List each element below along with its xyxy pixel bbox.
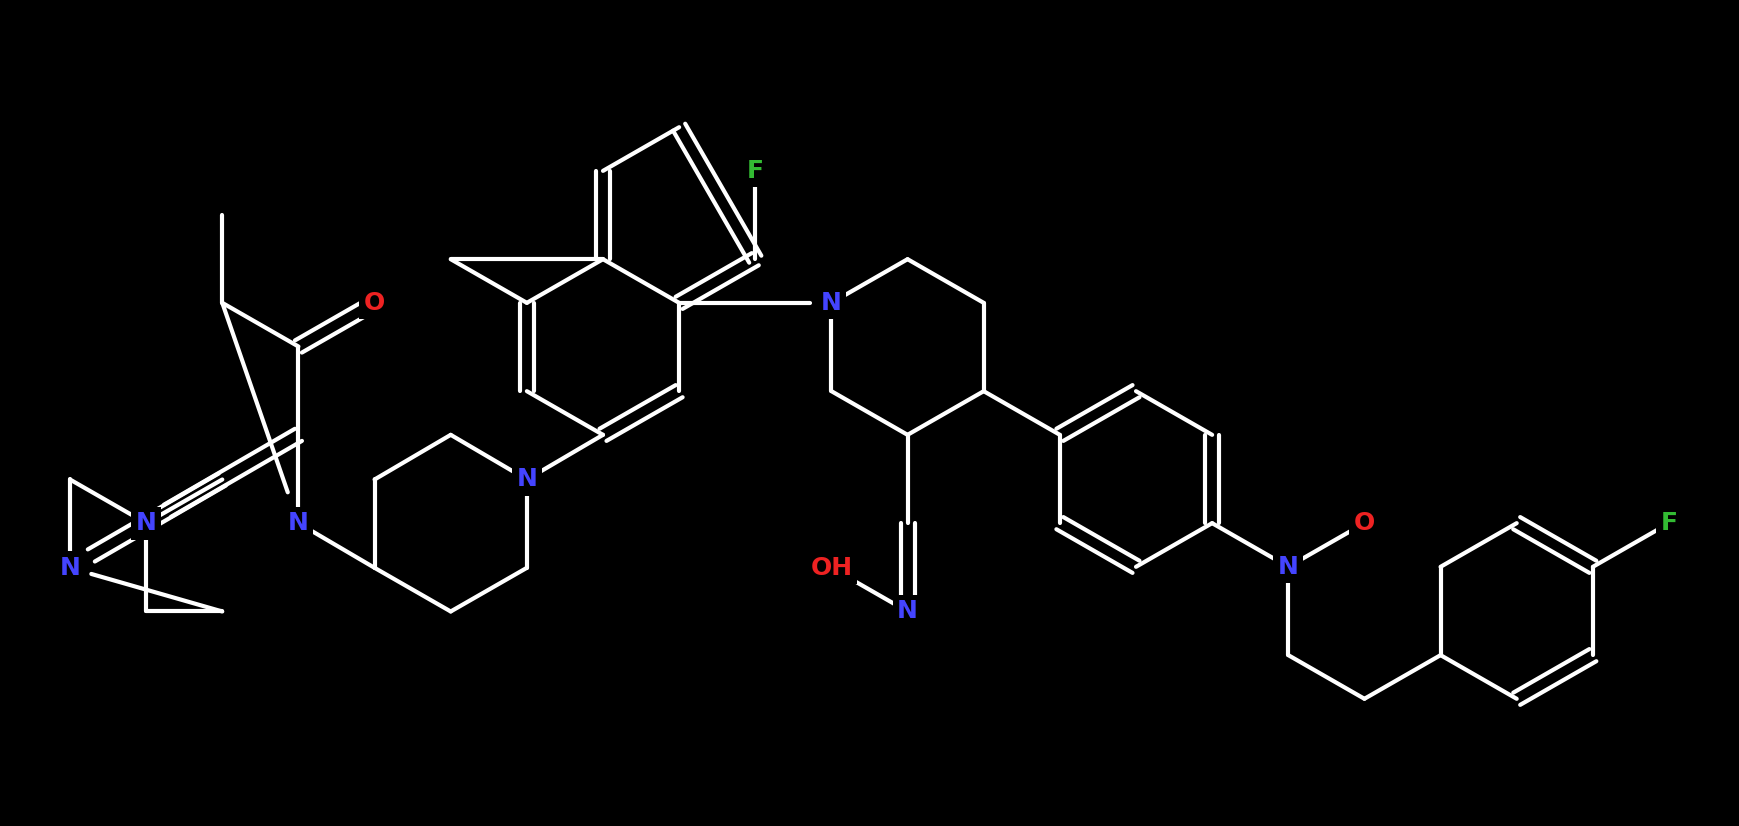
Text: F: F bbox=[746, 159, 763, 183]
Text: N: N bbox=[821, 291, 842, 315]
Text: N: N bbox=[897, 600, 918, 624]
Text: N: N bbox=[516, 468, 537, 491]
Text: N: N bbox=[289, 511, 310, 535]
Text: O: O bbox=[1353, 511, 1376, 535]
Text: N: N bbox=[136, 511, 157, 535]
Text: N: N bbox=[1278, 555, 1299, 579]
Text: O: O bbox=[363, 291, 386, 315]
Text: OH: OH bbox=[810, 556, 852, 580]
Text: N: N bbox=[59, 556, 80, 580]
Text: F: F bbox=[1661, 511, 1678, 535]
